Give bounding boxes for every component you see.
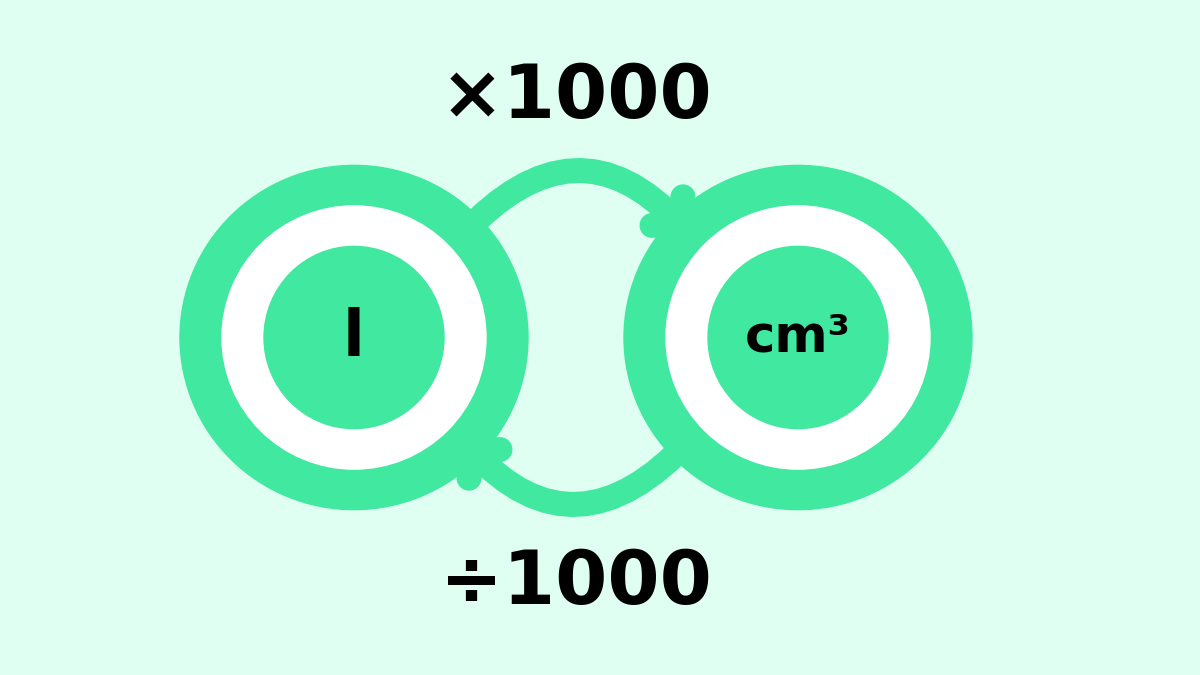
Ellipse shape bbox=[264, 246, 444, 429]
Ellipse shape bbox=[624, 165, 972, 510]
Ellipse shape bbox=[666, 206, 930, 469]
Ellipse shape bbox=[708, 246, 888, 429]
Text: cm³: cm³ bbox=[745, 313, 851, 362]
Text: ×1000: ×1000 bbox=[440, 61, 712, 134]
FancyArrowPatch shape bbox=[462, 171, 683, 235]
Text: l: l bbox=[343, 306, 365, 369]
Ellipse shape bbox=[180, 165, 528, 510]
Ellipse shape bbox=[222, 206, 486, 469]
Text: ÷1000: ÷1000 bbox=[440, 547, 712, 620]
FancyArrowPatch shape bbox=[469, 440, 690, 504]
